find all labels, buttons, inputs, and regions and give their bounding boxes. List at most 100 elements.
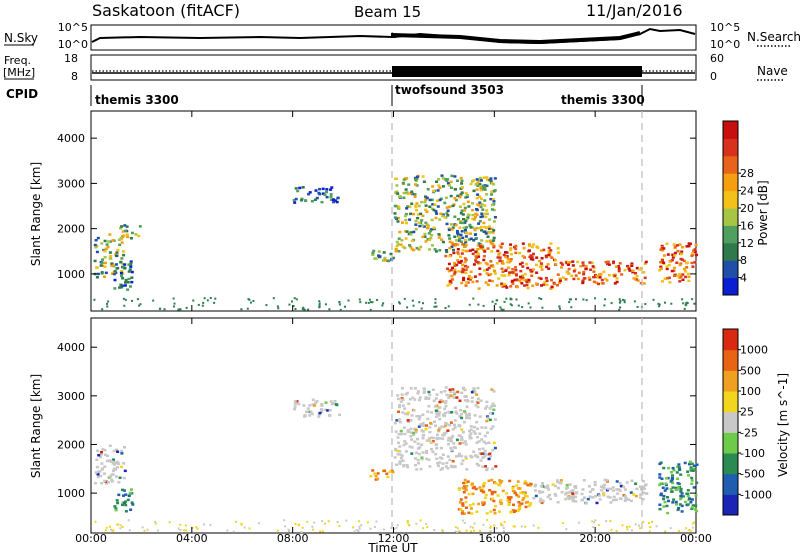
velocity-echo-cell [487,441,491,444]
power-echo-cell [416,216,420,220]
velocity-echo-cell [461,431,465,434]
power-echo-cell [115,254,119,258]
velocity-echo-cell [468,436,472,439]
velocity-echo-cell [601,485,605,489]
power-echo-cell [514,251,518,255]
power-echo-cell [315,196,319,200]
velocity-echo-cell [492,390,496,393]
power-echo-cell [592,270,596,273]
power-echo-cell [100,271,104,274]
velocity-ground-scatter-cell [406,519,409,522]
velocity-echo-cell [692,464,696,467]
velocity-ground-scatter-cell [287,528,290,531]
power-echo-cell [546,263,550,266]
power-echo-cell [452,203,456,206]
power-echo-cell [399,243,403,246]
power-echo-cell [510,271,514,274]
velocity-echo-cell [527,504,531,508]
velocity-echo-cell [675,503,678,506]
velocity-echo-cell [606,487,610,491]
power-echo-cell [124,278,128,282]
velocity-echo-cell [451,460,455,463]
velocity-echo-cell [461,510,464,513]
power-echo-cell [565,271,569,274]
velocity-echo-cell [310,412,314,416]
power-echo-cell [477,179,481,183]
velocity-echo-cell [128,491,132,495]
power-echo-cell [620,273,624,276]
power-echo-cell [687,279,691,283]
power-echo-cell [501,285,505,288]
velocity-echo-cell [417,452,421,456]
power-echo-cell [447,228,451,232]
power-echo-cell [490,250,494,253]
power-ground-scatter-cell [623,299,626,302]
power-echo-cell [577,271,581,275]
power-echo-cell [662,247,666,250]
power-echo-cell [572,277,576,281]
velocity-echo-cell [438,400,442,404]
power-echo-cell [126,281,130,284]
power-echo-cell [480,239,484,242]
power-echo-cell [409,233,413,236]
velocity-ground-scatter-cell [495,527,498,530]
velocity-ground-scatter-cell [358,525,361,528]
power-ground-scatter-cell [93,298,96,301]
velocity-echo-cell [480,438,484,441]
power-echo-cell [127,277,131,281]
power-echo-cell [463,239,467,242]
velocity-echo-cell [434,424,437,427]
velocity-echo-cell [485,400,489,404]
power-echo-cell [464,231,468,234]
power-ground-scatter-cell [472,297,475,300]
power-ground-scatter-cell [185,306,188,309]
power-echo-cell [462,245,466,248]
velocity-echo-cell [95,458,99,461]
velocity-echo-cell [443,414,447,418]
velocity-echo-cell [320,408,323,411]
velocity-echo-cell [114,475,118,478]
velocity-echo-cell [664,483,668,487]
nsky-tick-right-bottom: 10^0 [710,38,740,51]
velocity-ground-scatter-cell [257,522,260,525]
power-echo-cell [482,221,486,225]
velocity-echo-cell [417,425,421,428]
velocity-colorbar-swatch [723,411,738,433]
velocity-ground-scatter-cell [313,521,316,524]
power-echo-cell [391,256,395,260]
power-echo-cell [445,206,449,209]
velocity-echo-cell [413,398,417,401]
power-echo-cell [489,197,493,201]
power-echo-cell [464,268,468,271]
velocity-echo-cell [688,462,691,466]
power-echo-cell [556,284,559,287]
power-echo-cell [420,219,424,222]
power-echo-cell [458,205,462,208]
power-echo-cell [119,261,123,264]
velocity-echo-cell [445,461,449,465]
velocity-echo-cell [479,459,483,462]
power-ground-scatter-cell [502,308,505,311]
power-colorbar-swatch [723,260,738,279]
power-echo-cell [509,259,512,263]
power-echo-cell [464,264,467,268]
velocity-echo-cell [676,508,680,512]
power-ground-scatter-cell [203,297,206,300]
velocity-echo-cell [524,482,528,485]
power-echo-cell [515,274,518,277]
power-echo-cell [476,252,480,256]
velocity-colorbar-swatch [723,370,738,392]
velocity-echo-cell [428,426,432,429]
power-echo-cell [441,213,445,216]
power-ground-scatter-cell [173,302,176,305]
power-echo-cell [670,259,674,262]
power-echo-cell [497,277,501,280]
velocity-echo-cell [117,493,121,497]
power-echo-cell [549,249,553,252]
power-echo-cell [521,242,525,245]
power-echo-cell [119,283,123,287]
power-echo-cell [561,276,565,279]
power-echo-cell [687,275,691,279]
